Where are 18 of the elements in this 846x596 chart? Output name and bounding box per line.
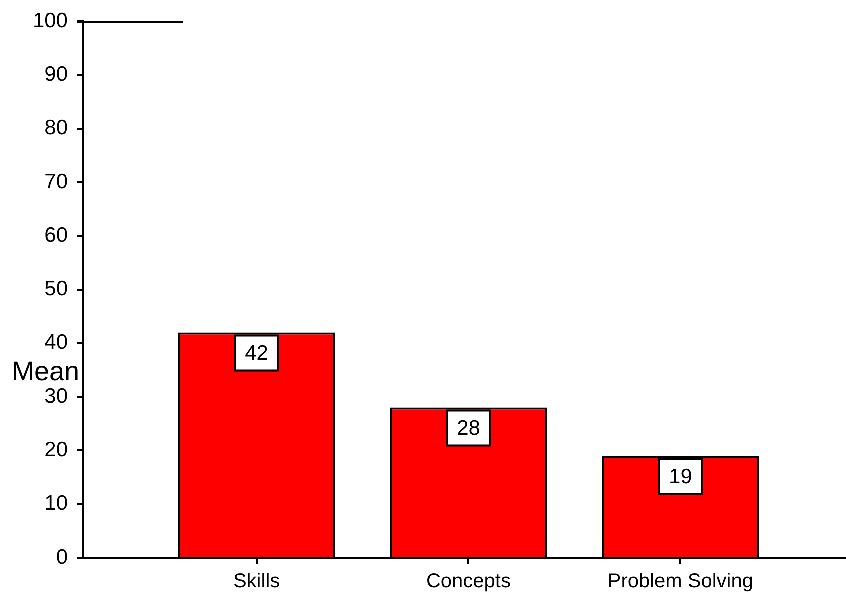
data-label: 28 — [457, 417, 480, 440]
y-axis-title: Mean — [12, 356, 80, 386]
x-tick-label: Concepts — [426, 570, 511, 593]
x-tick-label: Skills — [233, 570, 280, 593]
y-tick-label: 60 — [44, 224, 68, 247]
y-tick-label: 50 — [44, 278, 68, 301]
y-tick-label: 100 — [32, 9, 68, 32]
y-tick-label: 90 — [44, 63, 68, 86]
y-tick-label: 10 — [44, 492, 68, 516]
y-tick-label: 0 — [56, 546, 68, 569]
data-label: 42 — [245, 342, 268, 366]
y-tick-label: 70 — [44, 170, 68, 194]
y-tick-label: 20 — [44, 438, 68, 462]
x-tick-label: Problem Solving — [608, 570, 754, 593]
y-tick-label: 80 — [44, 116, 68, 140]
y-tick-label: 40 — [44, 331, 68, 354]
y-tick-label: 30 — [44, 384, 68, 408]
data-label: 19 — [669, 465, 692, 488]
